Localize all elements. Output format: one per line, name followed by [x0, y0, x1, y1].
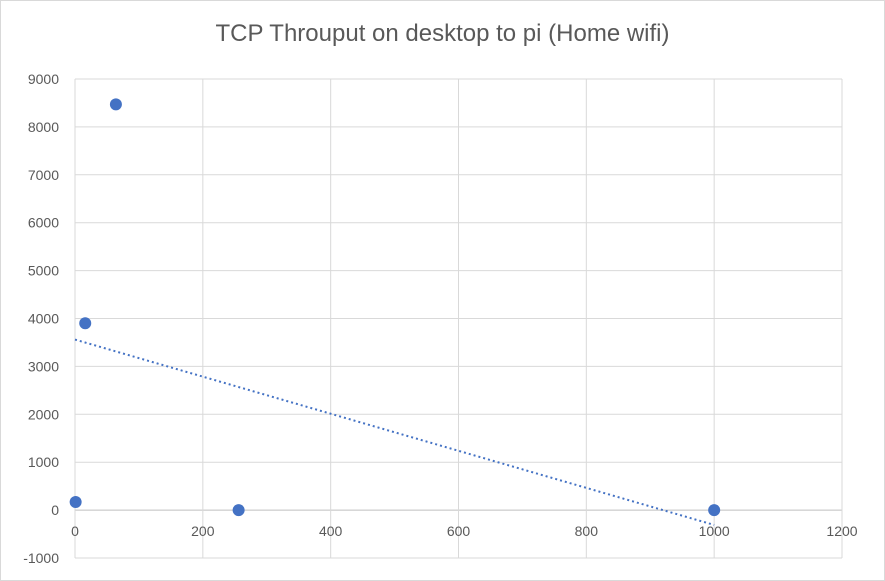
data-point [109, 98, 122, 111]
x-tick-label: 400 [319, 523, 343, 539]
data-point [79, 317, 92, 330]
y-tick-label: 1000 [28, 454, 59, 470]
data-point [69, 495, 82, 508]
y-tick-label: 4000 [28, 311, 59, 327]
x-tick-label: 1200 [826, 523, 857, 539]
trendline-layer [74, 338, 715, 526]
y-tick-label: 8000 [28, 119, 59, 135]
x-tick-label: 600 [447, 523, 471, 539]
trendline [74, 338, 715, 526]
y-tick-label: 5000 [28, 263, 59, 279]
x-tick-label: 200 [191, 523, 215, 539]
y-axis-ticks: -1000 0 1000 2000 3000 4000 5000 6000 7000 8000 90… [23, 71, 59, 566]
y-tick-label: -1000 [23, 550, 59, 566]
y-tick-label: 6000 [28, 215, 59, 231]
x-tick-label: 0 [71, 523, 79, 539]
y-tick-label: 2000 [28, 406, 59, 422]
data-points [69, 98, 721, 517]
data-point [708, 504, 721, 517]
y-tick-label: 9000 [28, 71, 59, 87]
y-tick-label: 3000 [28, 358, 59, 374]
x-axis-ticks: 0 200 400 600 800 1000 1200 [71, 523, 858, 539]
x-tick-label: 1000 [699, 523, 730, 539]
data-point [232, 504, 245, 517]
x-tick-label: 800 [575, 523, 599, 539]
y-tick-label: 0 [51, 502, 59, 518]
grid-lines [74, 78, 843, 559]
y-tick-label: 7000 [28, 167, 59, 183]
chart-title: TCP Throuput on desktop to pi (Home wifi… [215, 20, 670, 47]
